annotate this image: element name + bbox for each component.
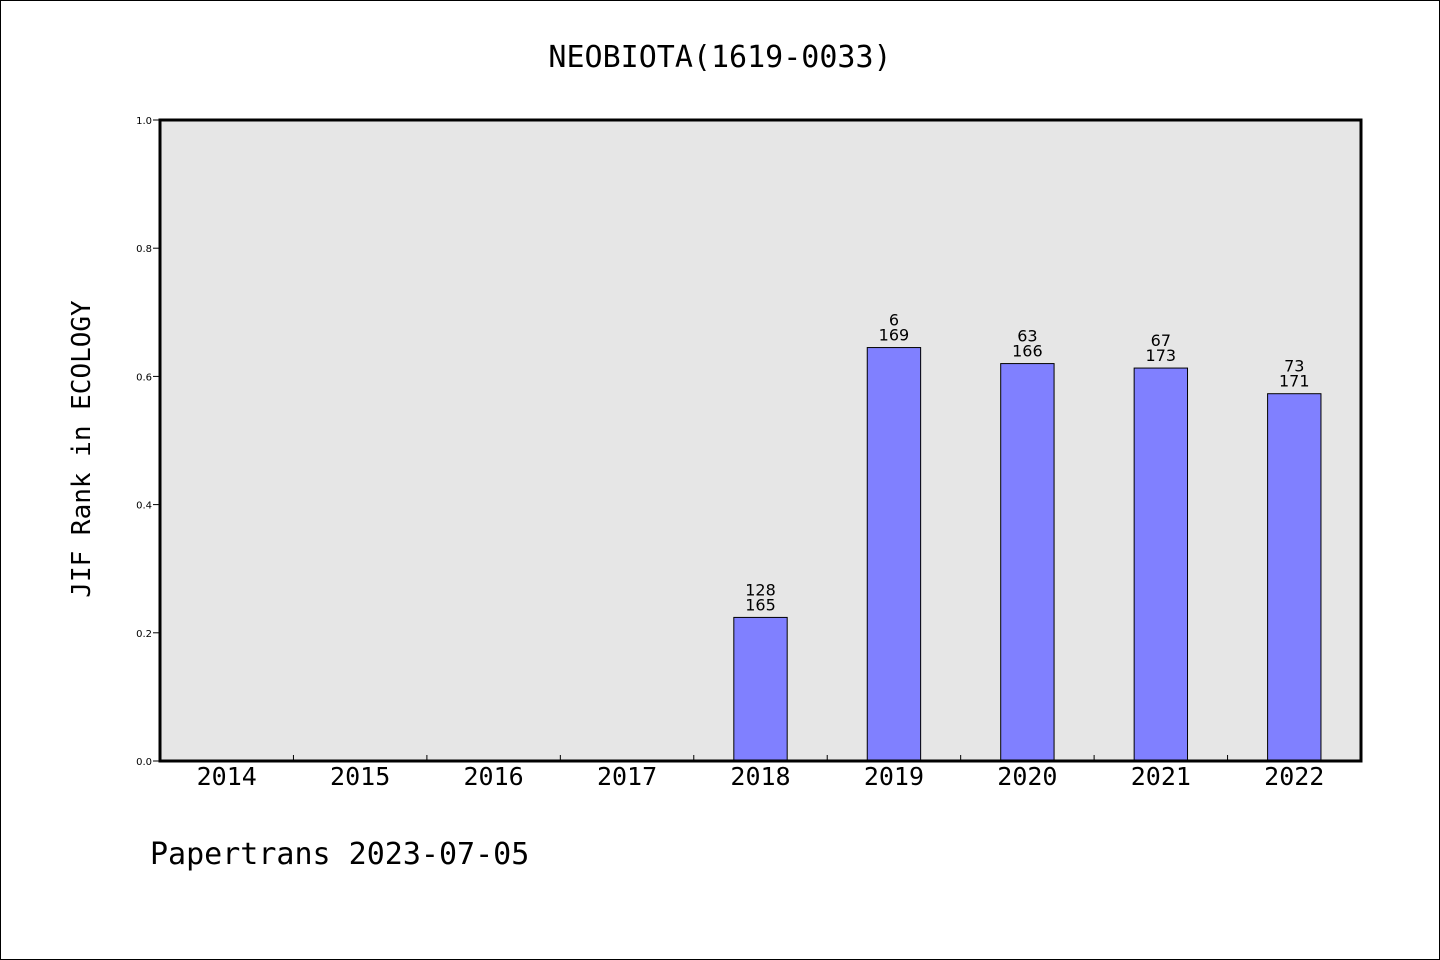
x-tick-label: 2014 <box>197 762 257 791</box>
plot-border <box>158 118 1363 763</box>
x-tick-label: 2017 <box>597 762 657 791</box>
y-axis: 0.0 0.2 0.4 0.6 0.8 1.0 <box>136 116 160 768</box>
x-tick-label: 2015 <box>330 762 390 791</box>
bar-label-total: 169 <box>879 326 910 345</box>
x-axis: 2014 2015 2016 2017 2018 2019 2020 2021 2022 <box>197 755 1324 791</box>
x-tick-label: 2020 <box>997 762 1057 791</box>
bar <box>733 616 788 762</box>
bar <box>1267 393 1322 762</box>
bar-label-total: 173 <box>1146 346 1177 365</box>
x-tick-label: 2021 <box>1131 762 1191 791</box>
footer-text: Papertrans 2023-07-05 <box>150 837 529 872</box>
bar-label-rank: 6 <box>889 311 899 330</box>
y-tick-label: 0.2 <box>136 629 152 640</box>
y-tick-label: 0.8 <box>136 244 152 255</box>
bar-label-total: 166 <box>1012 342 1043 361</box>
bar <box>1000 363 1055 762</box>
y-tick-label: 0.6 <box>136 372 152 383</box>
y-tick-label: 0.0 <box>136 757 152 768</box>
bar-label-rank: 67 <box>1151 331 1171 350</box>
chart-title: NEOBIOTA(1619-0033) <box>548 40 891 75</box>
bar-label-rank: 73 <box>1284 357 1304 376</box>
bar-label-total: 171 <box>1279 372 1310 391</box>
bar-series <box>733 347 1322 762</box>
x-tick-label: 2019 <box>864 762 924 791</box>
bar-label-rank: 63 <box>1017 327 1037 346</box>
y-tick-label: 1.0 <box>136 116 152 127</box>
bar-label-total: 165 <box>745 595 776 614</box>
bar-label-rank: 128 <box>745 580 776 599</box>
bar <box>1133 367 1189 762</box>
x-tick-label: 2022 <box>1264 762 1324 791</box>
x-tick-label: 2016 <box>464 762 524 791</box>
y-tick-label: 0.4 <box>136 501 152 512</box>
x-tick-label: 2018 <box>730 762 790 791</box>
y-axis-label: JIF Rank in ECOLOGY <box>67 300 97 598</box>
bar <box>866 347 922 762</box>
